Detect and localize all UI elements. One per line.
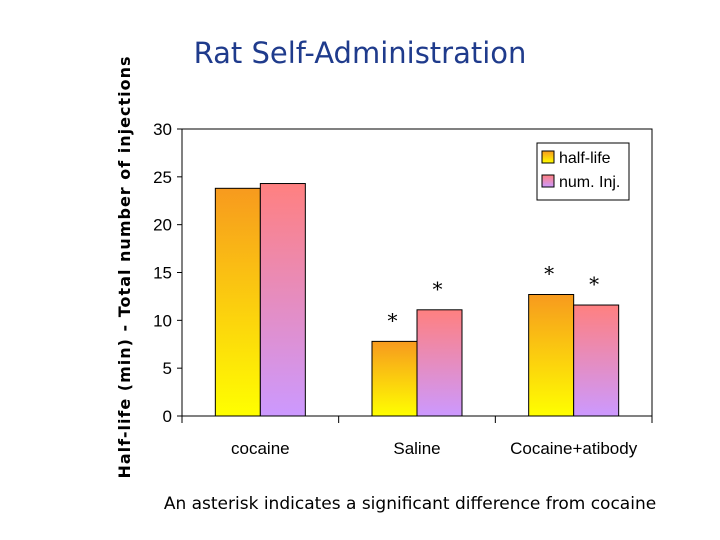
y-tick-label: 5 [163, 359, 172, 378]
bar [573, 304, 620, 417]
significance-markers: * * * * [388, 262, 600, 333]
bar [371, 340, 418, 417]
y-tick-label: 25 [153, 168, 172, 187]
y-tick-label: 15 [153, 264, 172, 283]
legend: half-life num. Inj. [536, 142, 630, 201]
asterisk-marker: * [433, 277, 443, 301]
slide-title: Rat Self-Administration [193, 36, 527, 70]
x-axis: cocaine Saline Cocaine+atibody [181, 416, 653, 458]
legend-label: half-life [559, 150, 611, 167]
asterisk-marker: * [544, 262, 554, 286]
x-tick-label: cocaine [231, 439, 290, 458]
legend-swatch [541, 150, 555, 164]
y-tick-label: 30 [153, 120, 172, 139]
y-tick-label: 10 [153, 311, 172, 330]
y-axis-label: Half-life (min) - Total number of inject… [115, 55, 134, 478]
bar [416, 309, 463, 417]
x-tick-label: Cocaine+atibody [510, 439, 638, 458]
caption: An asterisk indicates a significant diff… [163, 494, 657, 514]
y-tick-label: 0 [163, 407, 172, 426]
y-axis: 0 5 10 15 20 25 30 [153, 120, 183, 426]
legend-swatch [541, 174, 555, 188]
x-tick-label: Saline [393, 439, 440, 458]
y-tick-label: 20 [153, 216, 172, 235]
bars [214, 183, 620, 417]
asterisk-marker: * [388, 308, 398, 332]
legend-label: num. Inj. [559, 174, 620, 191]
bar [259, 183, 306, 417]
bar [214, 187, 261, 417]
bar [528, 294, 575, 417]
asterisk-marker: * [589, 272, 599, 296]
